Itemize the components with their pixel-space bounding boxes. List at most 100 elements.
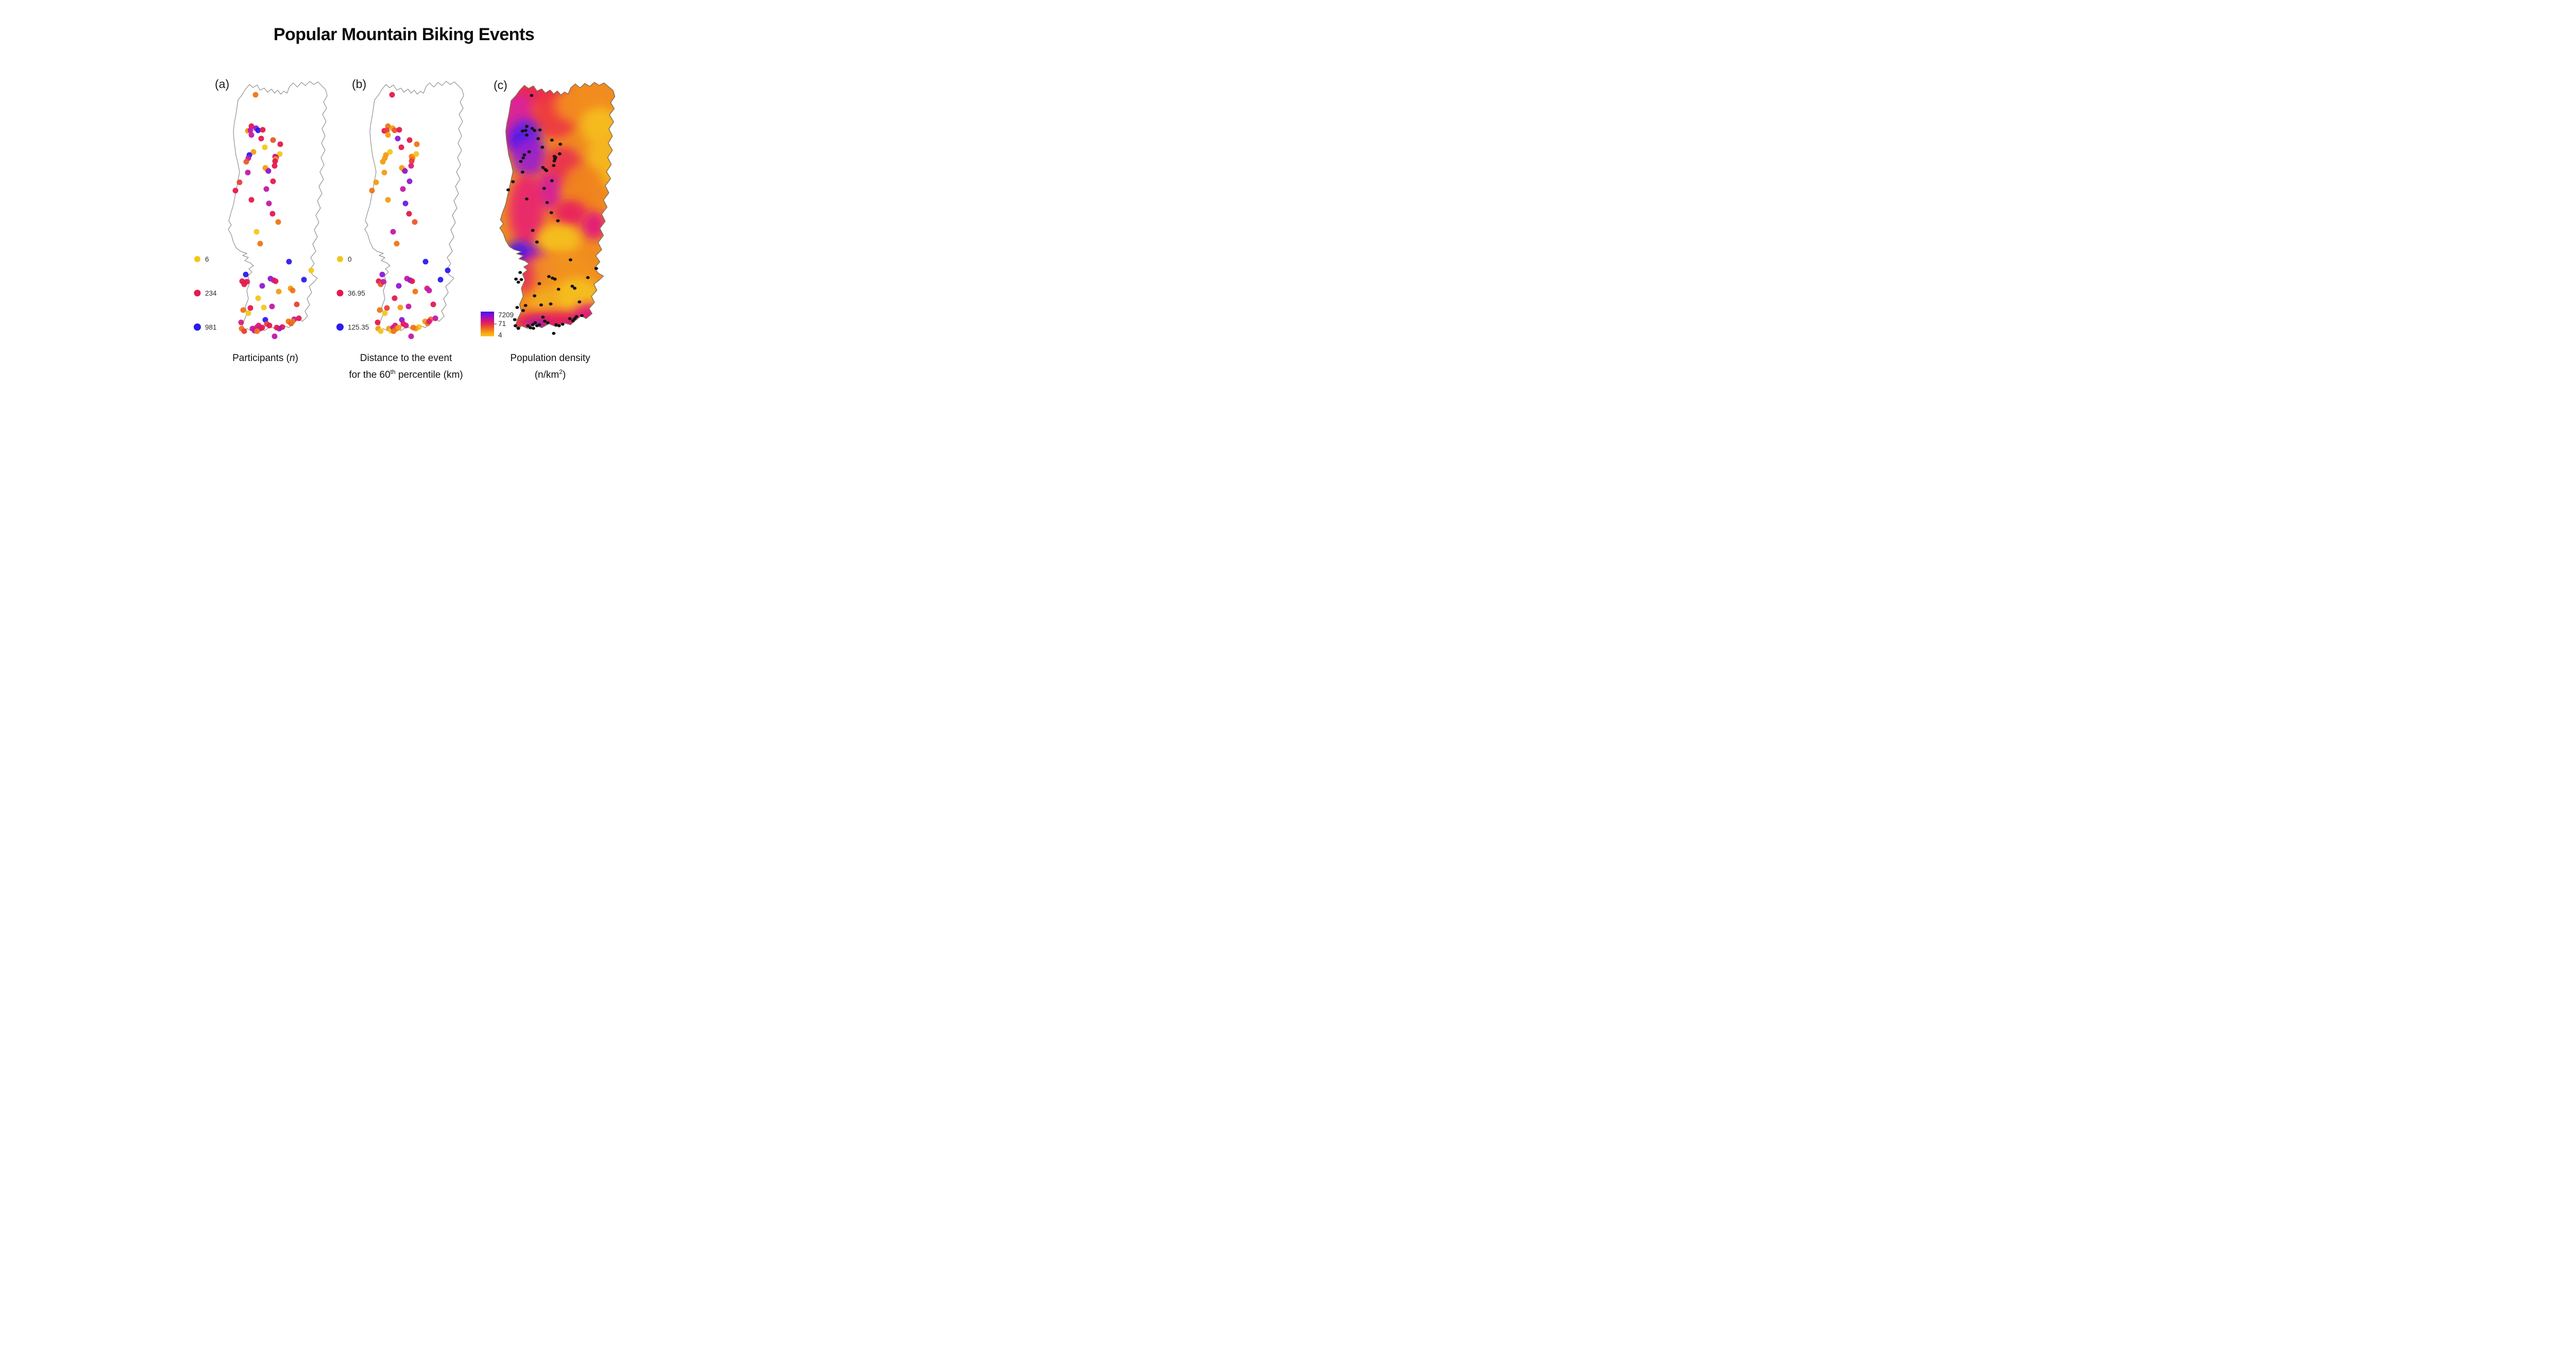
event-dot bbox=[445, 267, 451, 273]
event-dot bbox=[273, 278, 279, 284]
event-dot bbox=[274, 324, 280, 331]
event-dot bbox=[405, 303, 412, 310]
legend-value-min: 6 bbox=[205, 255, 209, 263]
event-location-dot bbox=[572, 286, 577, 290]
event-dot bbox=[247, 305, 253, 311]
event-dot bbox=[400, 186, 406, 192]
choropleth-fill bbox=[500, 82, 615, 330]
event-location-dot bbox=[533, 294, 537, 298]
density-region bbox=[553, 200, 587, 227]
event-location-dot bbox=[558, 143, 563, 146]
event-dot bbox=[412, 219, 418, 225]
event-location-dot bbox=[550, 179, 554, 182]
event-dot bbox=[380, 159, 386, 165]
legend-participants: 6 234 981 bbox=[194, 255, 217, 331]
event-location-dot bbox=[526, 324, 530, 328]
event-location-dot bbox=[515, 306, 519, 309]
event-dot bbox=[266, 200, 272, 207]
caption-distance: Distance to the event for the 60th perce… bbox=[334, 351, 478, 382]
event-location-dot bbox=[578, 300, 582, 304]
event-location-dot bbox=[547, 275, 551, 278]
event-location-dot bbox=[556, 287, 561, 291]
event-dot bbox=[378, 328, 384, 334]
event-dot bbox=[262, 144, 268, 150]
event-dot bbox=[272, 158, 278, 164]
map-b bbox=[364, 81, 464, 339]
legend-dot-max bbox=[194, 323, 201, 331]
event-location-dot bbox=[542, 186, 546, 190]
event-dot bbox=[250, 149, 257, 155]
caption-b-superscript: th bbox=[390, 368, 396, 375]
event-dot bbox=[403, 322, 409, 329]
event-dot bbox=[245, 310, 251, 316]
caption-a-text: Participants ( bbox=[232, 353, 290, 364]
event-location-dot bbox=[523, 129, 528, 132]
event-dot bbox=[241, 328, 247, 334]
event-location-dot bbox=[524, 133, 529, 137]
event-dot bbox=[275, 219, 281, 225]
event-location-dot bbox=[531, 323, 535, 327]
caption-b-line2-pre: for the 60 bbox=[349, 369, 391, 381]
legend-value-max: 7209 bbox=[498, 311, 514, 319]
event-location-dot bbox=[556, 219, 560, 223]
caption-b-line2: for the 60th percentile (km) bbox=[334, 365, 478, 382]
event-dot bbox=[238, 319, 244, 326]
event-dot bbox=[369, 187, 375, 194]
legend-population-density: 7209 71 4 bbox=[481, 311, 514, 339]
caption-a-close: ) bbox=[295, 353, 298, 364]
map-a bbox=[228, 81, 328, 339]
event-dot bbox=[406, 211, 412, 217]
event-location-dot bbox=[533, 321, 537, 324]
event-location-dot bbox=[516, 280, 520, 284]
event-dot bbox=[382, 310, 388, 316]
event-location-dot bbox=[540, 145, 545, 149]
event-dot bbox=[254, 328, 260, 334]
event-location-dot bbox=[522, 153, 527, 157]
event-location-dot bbox=[580, 314, 584, 317]
event-location-dot bbox=[572, 317, 577, 320]
event-location-dot bbox=[521, 156, 525, 160]
event-location-dot bbox=[506, 188, 510, 192]
event-location-dot bbox=[543, 319, 547, 323]
event-dot bbox=[243, 271, 249, 278]
event-location-dot bbox=[541, 166, 545, 169]
density-region bbox=[581, 107, 615, 144]
event-dot bbox=[290, 318, 296, 324]
legend-value-mid: 36.95 bbox=[348, 289, 365, 297]
event-dot bbox=[385, 132, 391, 138]
event-dot bbox=[373, 179, 379, 185]
event-dot bbox=[406, 137, 413, 143]
event-location-dot bbox=[527, 150, 531, 153]
event-location-dot bbox=[553, 277, 557, 281]
event-location-dot bbox=[520, 129, 524, 133]
event-dot bbox=[390, 229, 396, 235]
caption-c-line1: Population density bbox=[510, 353, 590, 364]
event-dot bbox=[259, 283, 265, 289]
event-location-dot bbox=[594, 267, 598, 270]
event-location-dot bbox=[531, 229, 535, 232]
event-dot bbox=[406, 178, 413, 184]
event-dot bbox=[409, 278, 415, 284]
event-dot bbox=[272, 333, 278, 339]
event-dot bbox=[277, 151, 283, 157]
event-location-dot bbox=[524, 197, 529, 201]
event-location-dot bbox=[533, 129, 537, 132]
event-dot bbox=[243, 159, 249, 165]
event-location-dot bbox=[528, 326, 532, 330]
event-dot bbox=[412, 288, 418, 295]
event-location-dot bbox=[570, 284, 574, 288]
event-location-dot bbox=[552, 159, 556, 163]
caption-population-density: Population density (n/km2) bbox=[488, 351, 612, 382]
legend-dot-mid bbox=[336, 289, 344, 297]
event-location-dot bbox=[586, 276, 590, 279]
event-location-dot bbox=[545, 169, 549, 173]
event-location-dot bbox=[552, 332, 556, 335]
event-location-dot bbox=[537, 323, 541, 327]
legend-dot-max bbox=[336, 323, 344, 331]
event-dot bbox=[276, 288, 282, 295]
event-dot bbox=[244, 279, 250, 285]
event-dot bbox=[384, 305, 390, 311]
event-location-dot bbox=[568, 317, 572, 320]
event-dot bbox=[389, 92, 395, 98]
event-location-dot bbox=[557, 324, 561, 328]
